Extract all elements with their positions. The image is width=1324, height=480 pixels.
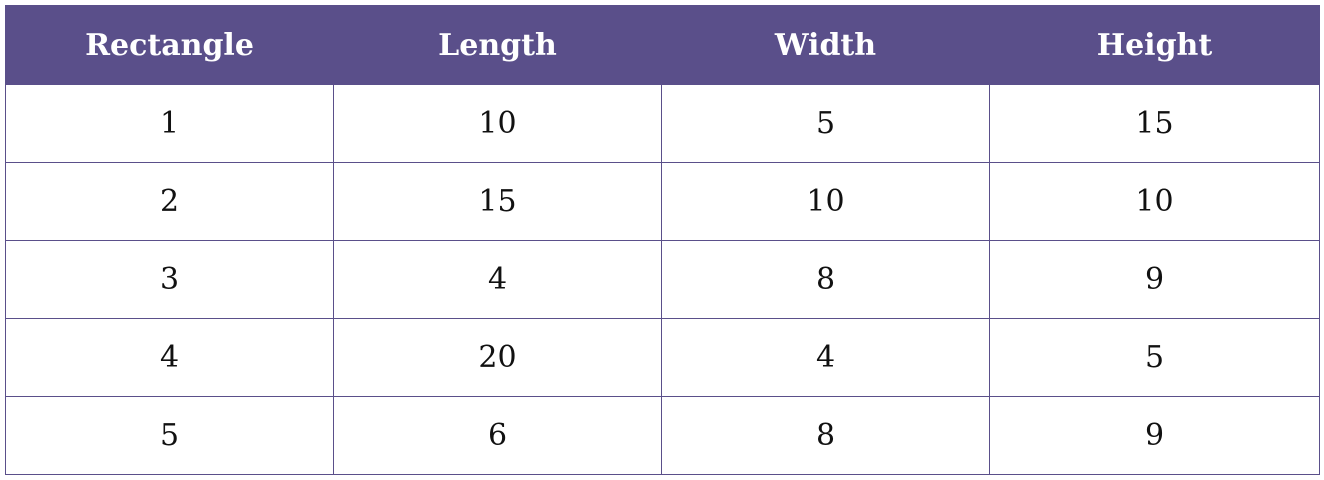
cell-rectangle: 4: [5, 318, 334, 397]
table-header: Rectangle Length Width Height: [5, 5, 1320, 85]
cell-width: 8: [661, 396, 990, 475]
header-height: Height: [989, 5, 1320, 85]
cell-height: 9: [989, 396, 1320, 475]
cell-height: 10: [989, 162, 1320, 241]
rectangles-table: Rectangle Length Width Height 1 10 5 15 …: [5, 5, 1320, 475]
cell-height: 9: [989, 240, 1320, 319]
cell-height: 15: [989, 84, 1320, 163]
table-row: 3 4 8 9: [5, 240, 1320, 319]
cell-rectangle: 3: [5, 240, 334, 319]
rectangles-table-container: Rectangle Length Width Height 1 10 5 15 …: [5, 5, 1320, 477]
table-row: 1 10 5 15: [5, 84, 1320, 163]
cell-rectangle: 5: [5, 396, 334, 475]
table-row: 4 20 4 5: [5, 318, 1320, 397]
header-width: Width: [661, 5, 990, 85]
cell-width: 5: [661, 84, 990, 163]
header-row: Rectangle Length Width Height: [5, 5, 1320, 85]
header-rectangle: Rectangle: [5, 5, 334, 85]
cell-width: 8: [661, 240, 990, 319]
table-row: 2 15 10 10: [5, 162, 1320, 241]
cell-width: 10: [661, 162, 990, 241]
cell-length: 6: [333, 396, 662, 475]
cell-width: 4: [661, 318, 990, 397]
table-body: 1 10 5 15 2 15 10 10 3 4 8 9 4 20 4 5: [5, 84, 1320, 475]
cell-length: 15: [333, 162, 662, 241]
header-length: Length: [333, 5, 662, 85]
cell-length: 10: [333, 84, 662, 163]
table-row: 5 6 8 9: [5, 396, 1320, 475]
cell-rectangle: 1: [5, 84, 334, 163]
cell-height: 5: [989, 318, 1320, 397]
cell-rectangle: 2: [5, 162, 334, 241]
cell-length: 20: [333, 318, 662, 397]
cell-length: 4: [333, 240, 662, 319]
